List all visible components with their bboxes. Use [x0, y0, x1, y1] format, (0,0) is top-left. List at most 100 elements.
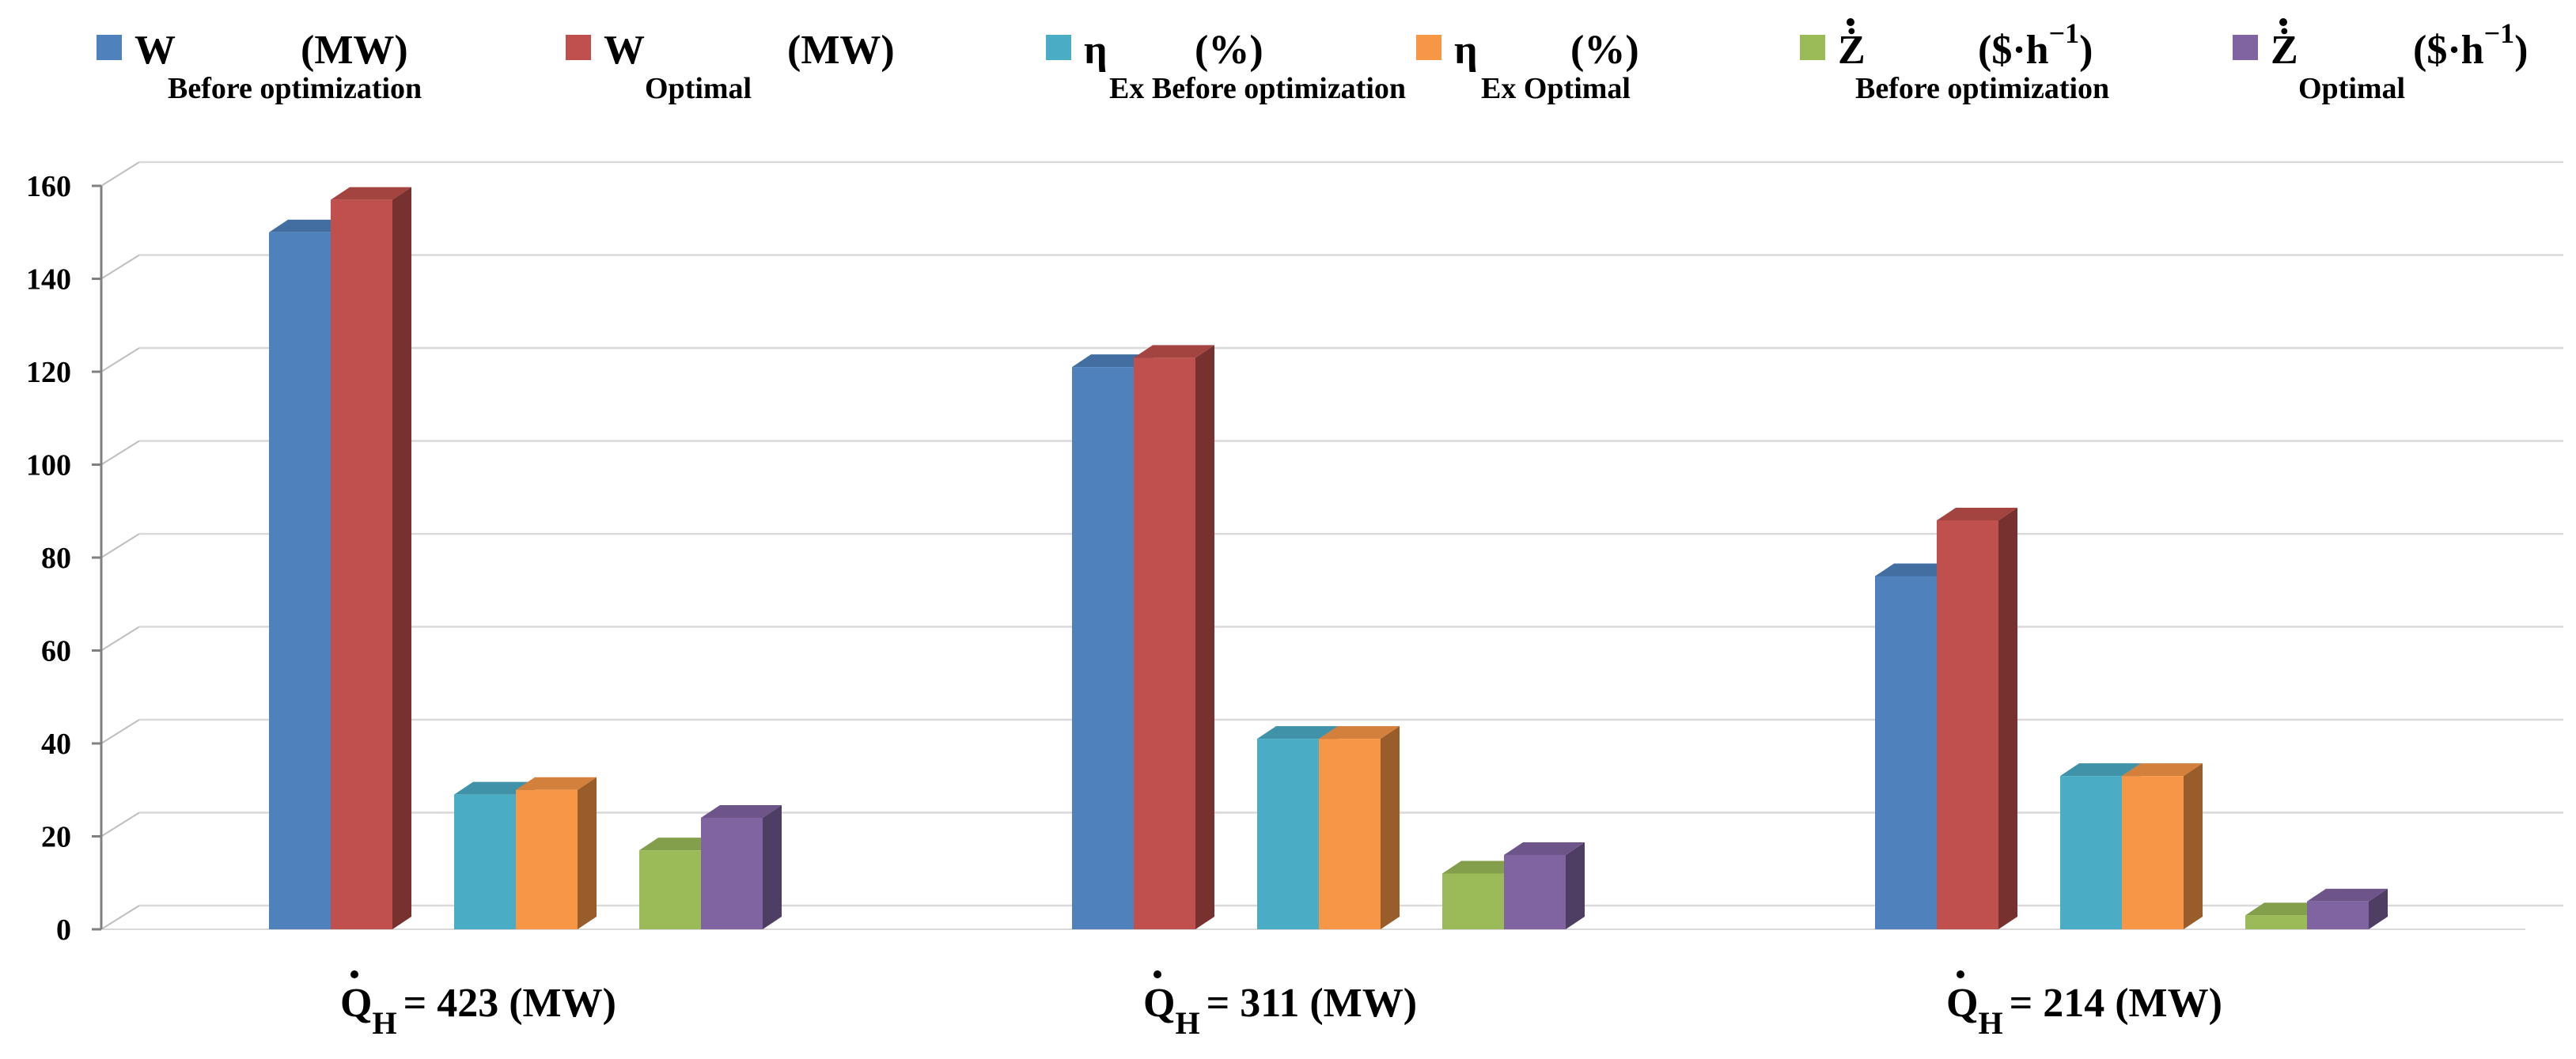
dot-accent	[350, 970, 358, 978]
bars	[269, 187, 2388, 929]
legend-swatch	[97, 35, 122, 60]
bar-front	[2060, 776, 2122, 929]
y-tick-label: 80	[41, 542, 71, 575]
legend-symbol: η	[1084, 28, 1108, 73]
legend-swatch	[1416, 35, 1441, 60]
y-tick-label: 120	[26, 356, 71, 389]
bar-side	[1381, 726, 1400, 929]
legend-item: η (%)Ex Before optimization	[1046, 28, 1406, 105]
gridline-diagonal	[100, 347, 140, 373]
dot-accent	[1154, 970, 1161, 978]
bar-side	[763, 805, 782, 929]
legend-item: Ż ($·h−1)Optimal	[2233, 17, 2528, 105]
gridline-diagonal	[100, 254, 140, 280]
legend-subscript: Ex Optimal	[1481, 72, 1631, 105]
legend-unit: (MW)	[787, 28, 895, 73]
gridline-diagonal	[100, 161, 140, 187]
legend-subscript: Optimal	[2298, 72, 2405, 105]
bar	[2307, 888, 2388, 929]
bar-top	[1257, 726, 1338, 739]
bar-top	[1319, 726, 1400, 739]
bar-side	[1195, 345, 1214, 929]
bar-front	[1257, 739, 1319, 929]
y-tick-label: 140	[26, 263, 71, 297]
category-label: QH = 423 (MW)	[340, 981, 616, 1041]
legend-item: η (%)Ex Optimal	[1416, 28, 1639, 105]
bar-front	[701, 818, 763, 929]
bar-side	[578, 777, 597, 929]
bar-top	[1504, 842, 1585, 855]
category-label: QH = 311 (MW)	[1143, 981, 1417, 1041]
legend-unit: (%)	[1195, 28, 1263, 73]
legend-item: W (MW) Optimal	[566, 28, 895, 105]
bar-side	[2369, 888, 2388, 929]
bar-side	[2184, 763, 2203, 929]
legend-swatch	[1800, 35, 1825, 60]
bar-front	[2122, 776, 2184, 929]
y-tick-label: 40	[41, 728, 71, 761]
bar-front	[639, 850, 701, 929]
bar-front	[1072, 367, 1134, 929]
y-tick-label: 20	[41, 821, 71, 854]
bar-front	[1504, 855, 1566, 929]
bar-top	[269, 219, 350, 233]
bar-side	[1566, 842, 1585, 929]
bar-front	[2245, 915, 2307, 929]
bar	[1504, 842, 1585, 929]
gridline-diagonal	[100, 533, 140, 558]
gridline-diagonal	[100, 626, 140, 652]
legend-swatch	[2233, 35, 2258, 60]
bar-front	[1442, 873, 1504, 929]
legend-item: W (MW)Before optimization	[97, 28, 422, 105]
bar	[2122, 763, 2203, 929]
bar-front	[269, 232, 331, 929]
bar-top	[1072, 354, 1153, 368]
bar-front	[1875, 576, 1937, 929]
bar-front	[331, 199, 392, 929]
bar-top	[1134, 345, 1214, 358]
bar	[1937, 508, 2017, 929]
legend-symbol: Ż	[1838, 28, 1866, 73]
bar-top	[454, 781, 535, 795]
gridline-diagonal	[100, 905, 140, 930]
bar	[1134, 345, 1214, 929]
x-axis: QH = 423 (MW) QH = 311 (MW) QH = 214 (MW)	[340, 970, 2222, 1041]
legend-unit: (MW)	[301, 28, 408, 73]
gridline-diagonal	[100, 440, 140, 466]
legend-unit: ($·h−1)	[2413, 17, 2528, 73]
bar-top	[2122, 763, 2203, 777]
bar-front	[516, 789, 578, 929]
legend-subscript: Ex Before optimization	[1109, 72, 1406, 105]
legend-symbol: η	[1454, 28, 1478, 73]
bar-front	[2307, 901, 2369, 929]
legend-subscript: Before optimization	[1855, 72, 2109, 105]
bar-top	[2245, 902, 2326, 916]
bar-front	[1134, 357, 1195, 929]
y-axis: 0 20 40 60 80 100 120 140 160	[26, 170, 103, 947]
dot-accent	[1847, 18, 1854, 26]
bar-side	[392, 187, 411, 929]
bar-top	[1442, 860, 1523, 874]
legend-unit: ($·h−1)	[1978, 17, 2093, 73]
y-tick-label: 60	[41, 635, 71, 668]
legend-symbol: W	[604, 28, 645, 73]
bar-front	[1937, 520, 1998, 929]
bar-front	[454, 794, 516, 929]
legend-unit: (%)	[1570, 28, 1639, 73]
bar-top	[639, 838, 720, 851]
y-tick-label: 100	[26, 449, 71, 482]
legend-item: Ż ($·h−1)Before optimization	[1800, 17, 2109, 105]
bar-front	[1319, 739, 1381, 929]
y-tick-label: 160	[26, 170, 71, 203]
bar-top	[516, 777, 597, 790]
bar-top	[2060, 763, 2141, 777]
legend-swatch	[566, 35, 591, 60]
legend-subscript: Optimal	[645, 72, 752, 105]
bar-top	[331, 187, 411, 200]
gridline-diagonal	[100, 811, 140, 838]
bar	[516, 777, 597, 929]
dot-accent	[1957, 970, 1964, 978]
bar-top	[1875, 563, 1956, 577]
legend-subscript: Before optimization	[168, 72, 422, 105]
